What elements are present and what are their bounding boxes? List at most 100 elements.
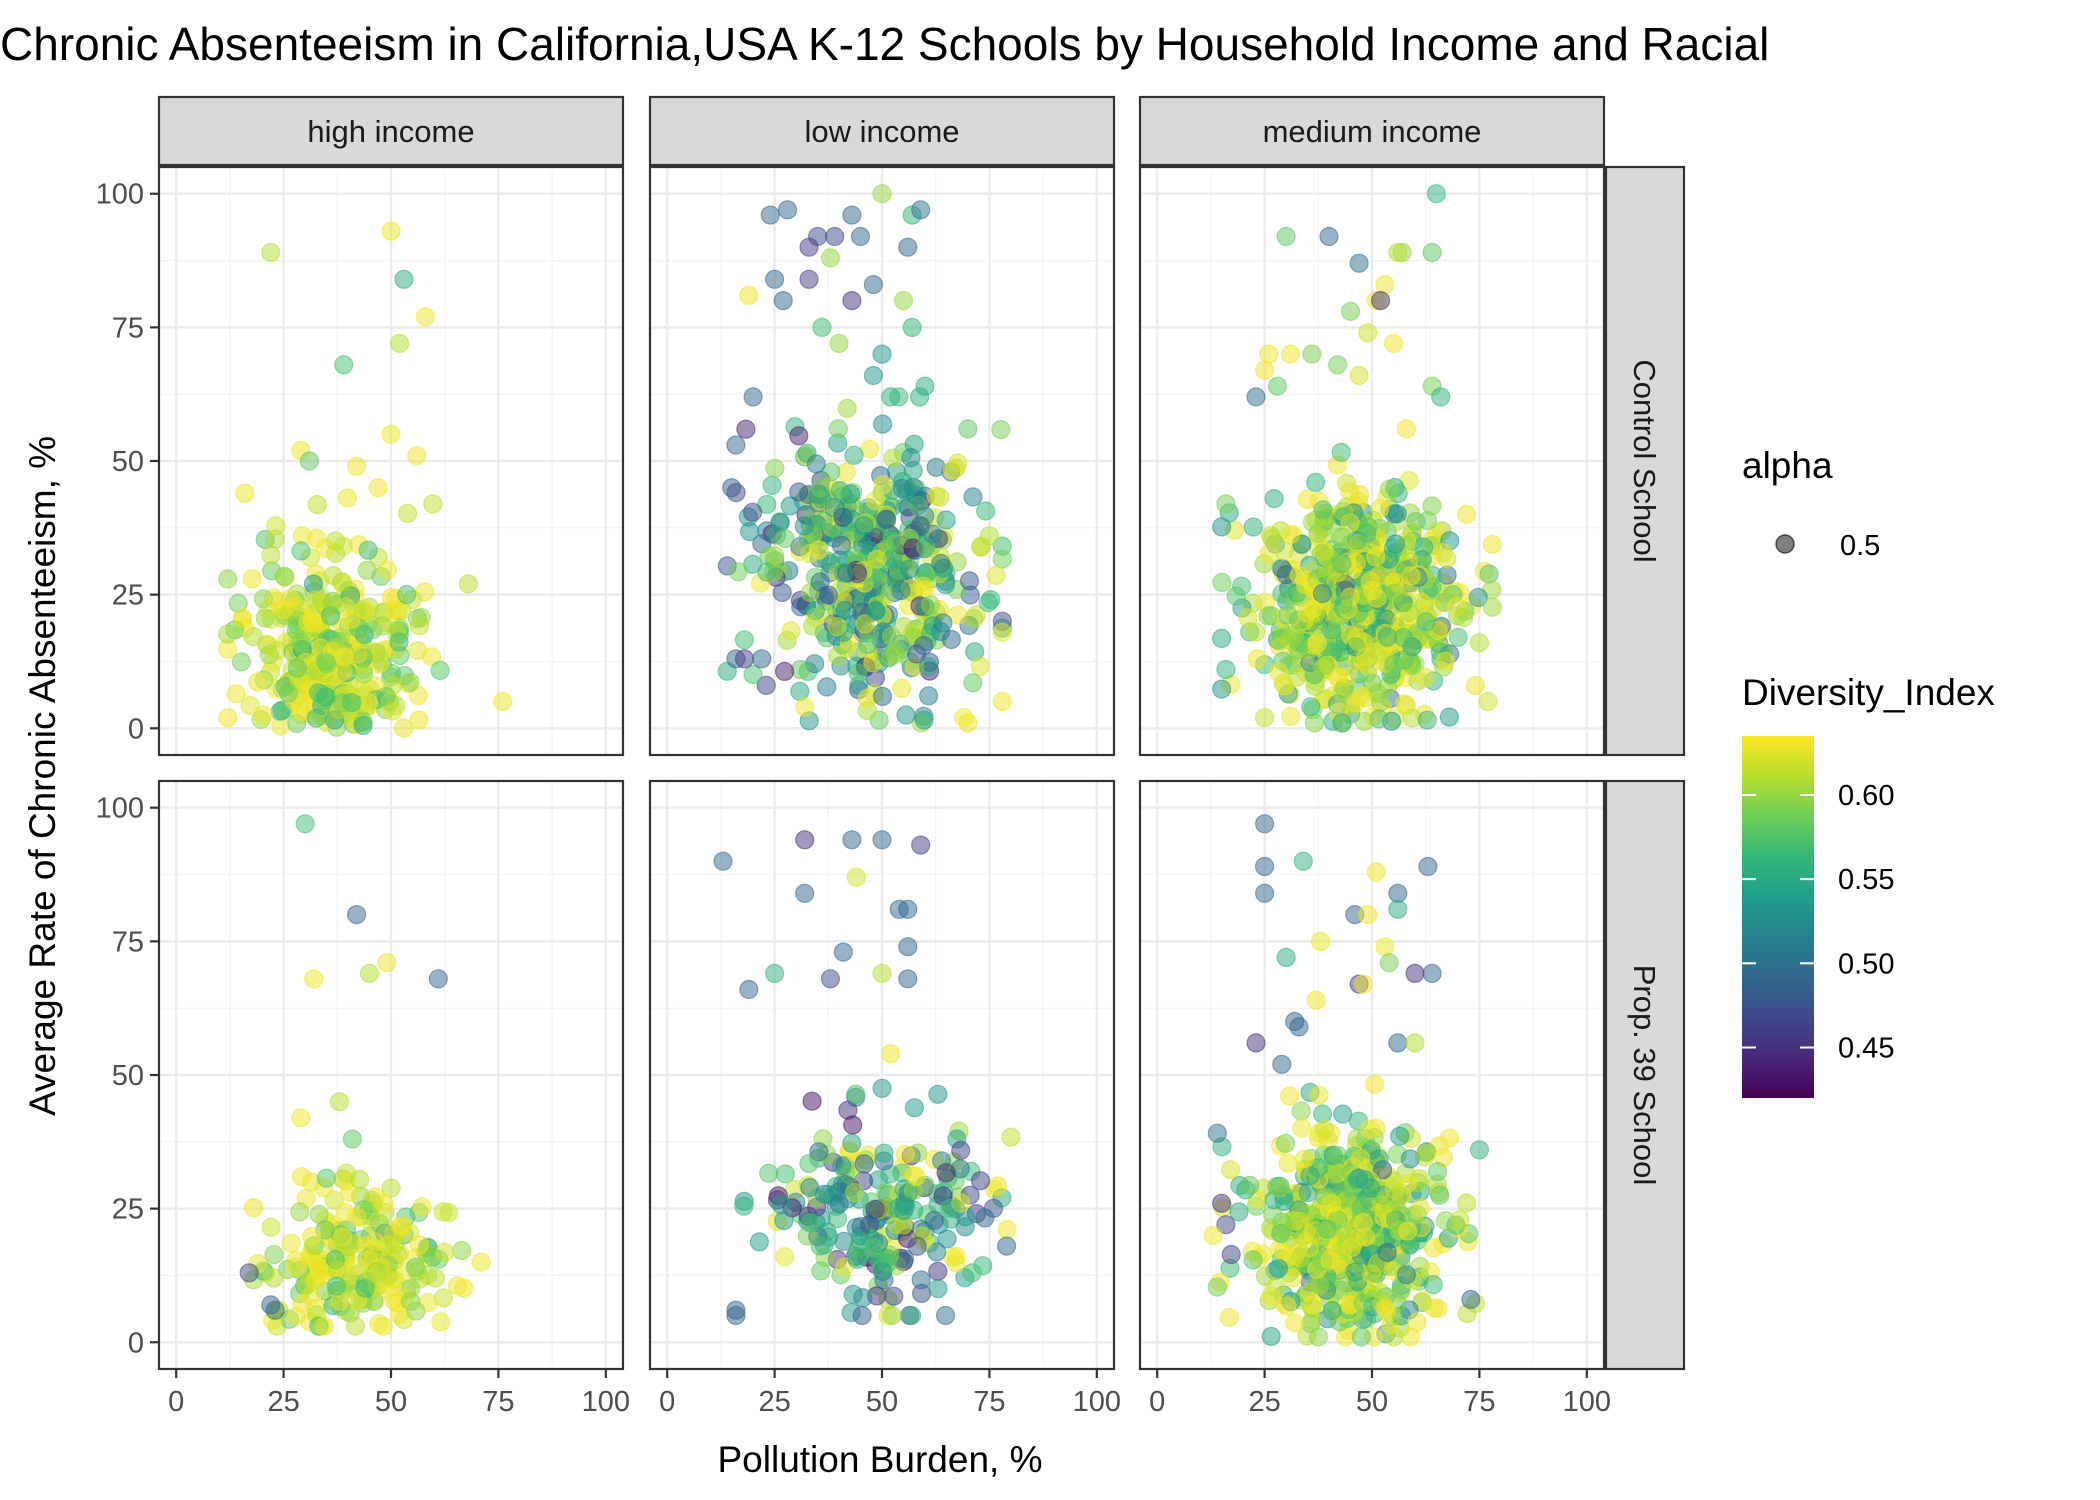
- scatter-point: [765, 458, 785, 478]
- scatter-point-outlier: [1478, 691, 1498, 712]
- scatter-point: [1313, 517, 1333, 538]
- x-tick-label: 25: [1248, 1386, 1280, 1418]
- scatter-point-outlier: [739, 285, 759, 305]
- scatter-point: [1285, 1313, 1305, 1333]
- scatter-point-outlier: [1280, 344, 1301, 364]
- scatter-point: [813, 511, 833, 531]
- scatter-point: [883, 448, 903, 468]
- scatter-point-outlier: [812, 317, 832, 337]
- scatter-point: [421, 647, 442, 667]
- scatter-point: [881, 626, 902, 646]
- scatter-point-outlier: [299, 451, 319, 471]
- scatter-point-outlier: [1422, 963, 1442, 984]
- scatter-point: [927, 1242, 947, 1262]
- scatter-point: [931, 553, 951, 574]
- scatter-point: [1258, 606, 1278, 626]
- scatter-point-outlier: [1349, 253, 1369, 273]
- scatter-point-outlier: [1216, 494, 1236, 514]
- scatter-point: [1366, 547, 1386, 567]
- scatter-point: [1284, 625, 1305, 645]
- panel-grid: [1140, 167, 1604, 755]
- scatter-point: [412, 1197, 432, 1217]
- scatter-point: [1261, 1326, 1281, 1347]
- scatter-point: [1398, 1221, 1418, 1241]
- scatter-point: [1312, 583, 1333, 604]
- color-bar-label: 0.45: [1838, 1032, 1894, 1064]
- facet-label-column: high income: [307, 114, 474, 149]
- scatter-point: [914, 710, 934, 730]
- facet-label-row: Prop. 39 School: [1627, 965, 1662, 1186]
- scatter-point: [739, 521, 760, 542]
- scatter-point: [1450, 1210, 1470, 1230]
- scatter-point: [324, 1190, 344, 1210]
- scatter-point: [377, 560, 397, 580]
- scatter-point: [306, 708, 326, 728]
- scatter-point: [1313, 500, 1333, 520]
- scatter-point: [1272, 559, 1292, 579]
- scatter-point: [380, 691, 400, 712]
- scatter-point-outlier: [377, 953, 397, 973]
- scatter-point: [891, 580, 911, 601]
- scatter-point: [774, 661, 795, 682]
- scatter-point-outlier: [368, 478, 388, 498]
- scatter-point: [1482, 597, 1502, 617]
- scatter-point-outlier: [1456, 504, 1477, 525]
- scatter-point: [1243, 517, 1263, 537]
- scatter-point: [1220, 1160, 1241, 1180]
- scatter-point: [770, 512, 790, 532]
- facet-label-row: Control School: [1627, 359, 1662, 562]
- scatter-point: [1417, 710, 1437, 730]
- scatter-point-outlier: [898, 899, 918, 919]
- scatter-point-outlier: [295, 814, 315, 834]
- scatter-point: [398, 503, 418, 523]
- scatter-point: [810, 1236, 830, 1256]
- scatter-point: [803, 616, 823, 636]
- scatter-point: [899, 559, 919, 579]
- scatter-point: [1314, 1119, 1335, 1140]
- panel-border: [1138, 165, 1606, 757]
- scatter-point: [1435, 651, 1455, 671]
- scatter-point-outlier: [1405, 1033, 1425, 1053]
- scatter-point-outlier: [726, 1305, 746, 1326]
- scatter-point-outlier: [880, 1043, 901, 1064]
- scatter-point: [1266, 1277, 1286, 1297]
- scatter-point: [337, 488, 357, 508]
- scatter-point: [1370, 498, 1390, 518]
- scatter-point: [743, 664, 763, 685]
- scatter-point: [1269, 1178, 1290, 1198]
- scatter-point-outlier: [1358, 323, 1378, 343]
- panel-grid: [159, 781, 623, 1369]
- scatter-point: [401, 1291, 421, 1312]
- scatter-point-outlier: [329, 1092, 349, 1112]
- x-axis-title: Pollution Burden, %: [718, 1439, 1043, 1480]
- scatter-point: [854, 1154, 874, 1174]
- scatter-point: [1384, 654, 1404, 675]
- scatter-point: [940, 1198, 960, 1218]
- scatter-point-outlier: [872, 963, 892, 984]
- scatter-point-outlier: [962, 1263, 982, 1283]
- scatter-point: [355, 1278, 375, 1298]
- facet-strip-row: [1604, 165, 1686, 757]
- scatter-point: [1353, 1293, 1373, 1313]
- scatter-point: [1245, 622, 1266, 642]
- scatter-point-outlier: [1332, 713, 1352, 733]
- scatter-point: [874, 1143, 894, 1163]
- scatter-point: [1340, 481, 1360, 502]
- scatter-point-outlier: [911, 200, 931, 220]
- scatter-point-outlier: [752, 649, 772, 669]
- scatter-point: [1395, 694, 1415, 714]
- scatter-point-outlier: [493, 691, 513, 712]
- scatter-point: [425, 1268, 445, 1288]
- scatter-point: [1479, 564, 1499, 584]
- scatter-point-outlier: [471, 1252, 491, 1272]
- scatter-point: [334, 647, 354, 667]
- scatter-point: [981, 589, 1001, 610]
- scatter-point-outlier: [1383, 333, 1404, 353]
- scatter-point: [829, 1194, 850, 1214]
- scatter-point: [1276, 1296, 1297, 1316]
- facet-panels: [157, 165, 1606, 1371]
- scatter-point: [232, 608, 253, 628]
- scatter-point: [759, 1163, 779, 1183]
- scatter-point: [1333, 1104, 1353, 1124]
- scatter-point: [1221, 1244, 1241, 1265]
